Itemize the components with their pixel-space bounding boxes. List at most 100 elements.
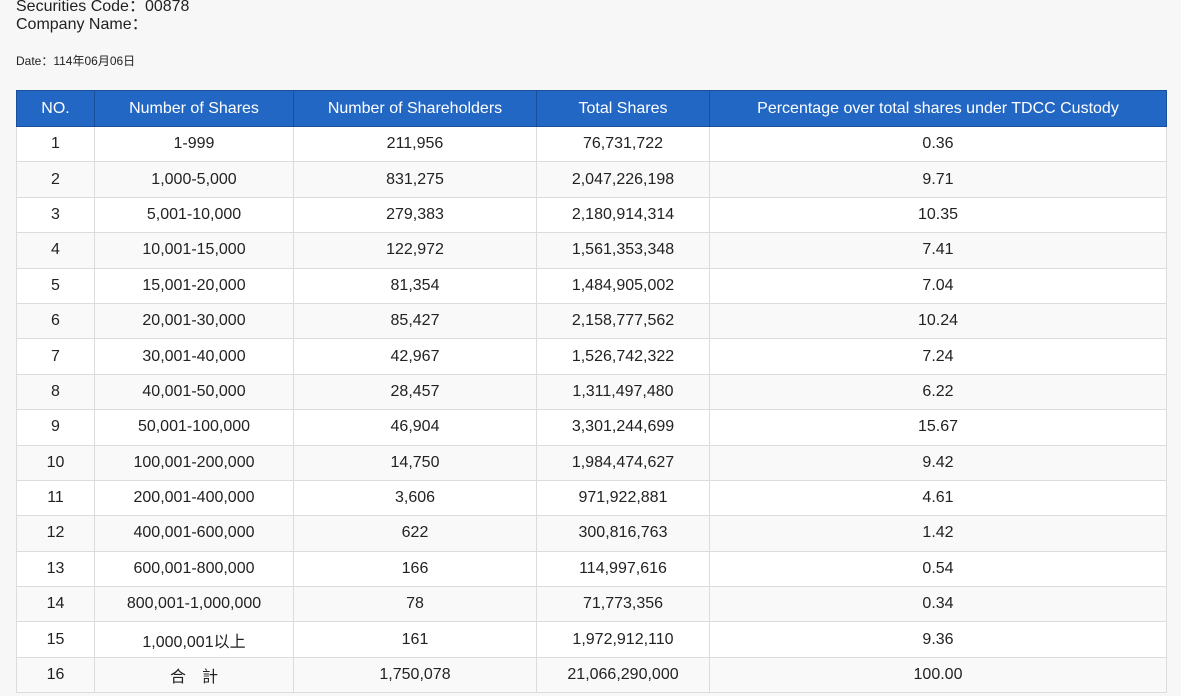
cell-no: 10: [16, 444, 95, 481]
cell-number-of-shareholders: 78: [293, 586, 537, 623]
table-row: 15 1,000,001以上 161 1,972,912,110 9.36: [16, 621, 1167, 658]
table-row: 13 600,001-800,000 166 114,997,616 0.54: [16, 550, 1167, 588]
column-header-no: NO.: [16, 90, 95, 127]
cell-number-of-shares: 1-999: [94, 125, 294, 163]
cell-total-shares: 71,773,356: [536, 586, 710, 623]
table-row: 9 50,001-100,000 46,904 3,301,244,699 15.67: [16, 409, 1167, 446]
table-header-row: NO. Number of Shares Number of Sharehold…: [16, 90, 1167, 127]
cell-no: 11: [16, 479, 95, 517]
cell-total-shares: 971,922,881: [536, 479, 710, 517]
cell-number-of-shares: 1,000,001以上: [94, 621, 294, 658]
cell-number-of-shareholders: 122,972: [293, 232, 537, 269]
cell-number-of-shareholders: 85,427: [293, 302, 537, 340]
cell-total-shares: 2,158,777,562: [536, 302, 710, 340]
table-row: 14 800,001-1,000,000 78 71,773,356 0.34: [16, 586, 1167, 623]
table-row: 8 40,001-50,000 28,457 1,311,497,480 6.22: [16, 373, 1167, 411]
cell-number-of-shareholders: 42,967: [293, 338, 537, 375]
cell-no: 8: [16, 373, 95, 411]
cell-percentage: 7.24: [709, 338, 1167, 375]
cell-percentage: 0.36: [709, 125, 1167, 163]
table-row: 16 合 計 1,750,078 21,066,290,000 100.00: [16, 656, 1167, 694]
cell-number-of-shares: 400,001-600,000: [94, 515, 294, 552]
table-row: 7 30,001-40,000 42,967 1,526,742,322 7.24: [16, 338, 1167, 375]
cell-number-of-shares: 600,001-800,000: [94, 550, 294, 588]
cell-no: 5: [16, 267, 95, 304]
cell-total-shares: 2,047,226,198: [536, 161, 710, 198]
cell-no: 4: [16, 232, 95, 269]
cell-percentage: 6.22: [709, 373, 1167, 411]
cell-number-of-shareholders: 46,904: [293, 409, 537, 446]
table-row: 2 1,000-5,000 831,275 2,047,226,198 9.71: [16, 161, 1167, 198]
cell-percentage: 100.00: [709, 656, 1167, 694]
cell-percentage: 10.24: [709, 302, 1167, 340]
cell-number-of-shareholders: 81,354: [293, 267, 537, 304]
cell-number-of-shares: 40,001-50,000: [94, 373, 294, 411]
cell-percentage: 7.41: [709, 232, 1167, 269]
cell-no: 9: [16, 409, 95, 446]
cell-no: 7: [16, 338, 95, 375]
cell-no: 12: [16, 515, 95, 552]
cell-total-shares: 1,484,905,002: [536, 267, 710, 304]
cell-number-of-shares: 10,001-15,000: [94, 232, 294, 269]
cell-percentage: 0.54: [709, 550, 1167, 588]
cell-number-of-shareholders: 3,606: [293, 479, 537, 517]
cell-number-of-shareholders: 28,457: [293, 373, 537, 411]
cell-number-of-shareholders: 161: [293, 621, 537, 658]
cell-number-of-shares: 合 計: [94, 656, 294, 694]
cell-number-of-shares: 50,001-100,000: [94, 409, 294, 446]
cell-total-shares: 1,984,474,627: [536, 444, 710, 481]
shareholding-distribution-table: NO. Number of Shares Number of Sharehold…: [16, 90, 1167, 694]
cell-no: 14: [16, 586, 95, 623]
column-header-total-shares: Total Shares: [536, 90, 710, 127]
cell-percentage: 10.35: [709, 196, 1167, 234]
cell-no: 16: [16, 656, 95, 694]
report-date: Date：114年06月06日: [16, 54, 136, 68]
cell-number-of-shareholders: 14,750: [293, 444, 537, 481]
cell-number-of-shares: 200,001-400,000: [94, 479, 294, 517]
cell-number-of-shares: 1,000-5,000: [94, 161, 294, 198]
cell-percentage: 4.61: [709, 479, 1167, 517]
cell-percentage: 0.34: [709, 586, 1167, 623]
cell-total-shares: 1,526,742,322: [536, 338, 710, 375]
cell-number-of-shareholders: 279,383: [293, 196, 537, 234]
column-header-number-of-shares: Number of Shares: [94, 90, 294, 127]
cell-number-of-shares: 15,001-20,000: [94, 267, 294, 304]
table-body: 1 1-999 211,956 76,731,722 0.36 2 1,000-5,000 8…: [16, 125, 1167, 694]
cell-number-of-shareholders: 166: [293, 550, 537, 588]
securities-code: Securities Code：00878: [16, 0, 190, 15]
cell-number-of-shareholders: 211,956: [293, 125, 537, 163]
cell-total-shares: 300,816,763: [536, 515, 710, 552]
cell-total-shares: 21,066,290,000: [536, 656, 710, 694]
table-row: 4 10,001-15,000 122,972 1,561,353,348 7.41: [16, 232, 1167, 269]
cell-number-of-shares: 100,001-200,000: [94, 444, 294, 481]
column-header-number-of-shareholders: Number of Shareholders: [293, 90, 537, 127]
table-row: 1 1-999 211,956 76,731,722 0.36: [16, 125, 1167, 163]
cell-no: 3: [16, 196, 95, 234]
cell-total-shares: 3,301,244,699: [536, 409, 710, 446]
table-row: 5 15,001-20,000 81,354 1,484,905,002 7.04: [16, 267, 1167, 304]
cell-total-shares: 114,997,616: [536, 550, 710, 588]
company-name: Company Name：: [16, 16, 148, 33]
column-header-percentage: Percentage over total shares under TDCC …: [709, 90, 1167, 127]
table-row: 11 200,001-400,000 3,606 971,922,881 4.61: [16, 479, 1167, 517]
table-row: 12 400,001-600,000 622 300,816,763 1.42: [16, 515, 1167, 552]
cell-total-shares: 1,561,353,348: [536, 232, 710, 269]
table-row: 3 5,001-10,000 279,383 2,180,914,314 10.35: [16, 196, 1167, 234]
cell-number-of-shares: 800,001-1,000,000: [94, 586, 294, 623]
cell-number-of-shares: 30,001-40,000: [94, 338, 294, 375]
cell-number-of-shares: 20,001-30,000: [94, 302, 294, 340]
cell-total-shares: 2,180,914,314: [536, 196, 710, 234]
table-row: 6 20,001-30,000 85,427 2,158,777,562 10.24: [16, 302, 1167, 340]
cell-no: 6: [16, 302, 95, 340]
cell-number-of-shareholders: 831,275: [293, 161, 537, 198]
cell-percentage: 9.42: [709, 444, 1167, 481]
table-row: 10 100,001-200,000 14,750 1,984,474,627 9.42: [16, 444, 1167, 481]
cell-no: 13: [16, 550, 95, 588]
cell-percentage: 15.67: [709, 409, 1167, 446]
cell-number-of-shareholders: 622: [293, 515, 537, 552]
cell-no: 15: [16, 621, 95, 658]
cell-percentage: 9.36: [709, 621, 1167, 658]
cell-no: 1: [16, 125, 95, 163]
cell-total-shares: 1,311,497,480: [536, 373, 710, 411]
